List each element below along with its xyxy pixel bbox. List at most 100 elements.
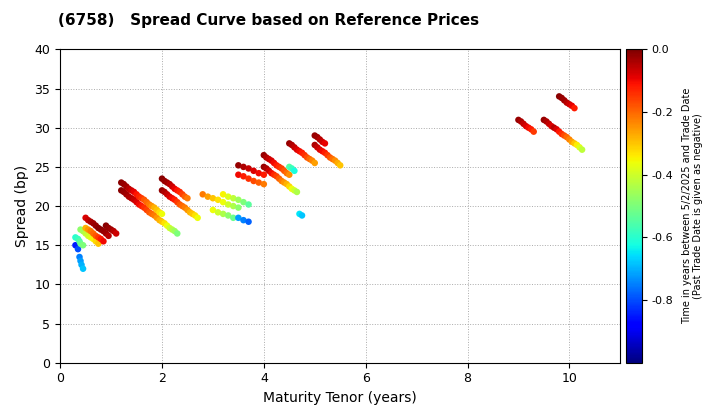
Point: [141, 207, 153, 213]
Point: [174, 201, 186, 208]
Point: [166, 226, 178, 233]
Point: [312, 134, 323, 141]
Point: [136, 195, 148, 202]
Point: [253, 179, 264, 186]
Point: [312, 144, 323, 151]
Point: [289, 187, 300, 194]
Point: [75, 226, 86, 233]
Point: [284, 183, 295, 190]
Point: [88, 236, 99, 242]
Point: [322, 152, 333, 158]
Point: [217, 199, 229, 205]
Point: [184, 209, 196, 216]
Point: [554, 93, 565, 100]
Point: [546, 123, 557, 129]
Point: [296, 212, 307, 219]
Point: [161, 179, 173, 186]
Point: [299, 152, 310, 158]
Point: [126, 195, 138, 202]
Point: [176, 191, 188, 198]
Point: [559, 97, 570, 104]
Point: [161, 191, 173, 198]
Point: [332, 160, 343, 166]
Point: [70, 242, 81, 249]
Point: [222, 201, 234, 208]
Point: [156, 175, 168, 182]
Point: [82, 217, 94, 223]
Point: [164, 225, 176, 231]
Point: [222, 193, 234, 200]
Point: [151, 215, 163, 221]
Point: [171, 230, 183, 237]
Point: [72, 246, 84, 252]
Point: [90, 222, 102, 229]
Point: [516, 118, 527, 125]
Point: [148, 212, 160, 219]
Point: [207, 207, 219, 213]
Point: [105, 226, 117, 233]
Point: [566, 102, 577, 109]
Point: [291, 146, 302, 153]
Point: [284, 140, 295, 147]
Point: [82, 226, 94, 233]
Point: [146, 210, 158, 217]
Point: [228, 203, 239, 210]
Point: [307, 157, 318, 164]
Point: [73, 238, 85, 245]
Point: [146, 203, 158, 210]
Point: [100, 230, 112, 237]
Text: (6758)   Spread Curve based on Reference Prices: (6758) Spread Curve based on Reference P…: [58, 13, 479, 28]
Point: [169, 197, 181, 203]
Point: [93, 234, 104, 241]
Point: [110, 230, 122, 237]
Point: [217, 210, 229, 217]
Point: [296, 150, 307, 156]
Point: [197, 191, 209, 198]
Point: [85, 218, 96, 225]
Point: [153, 217, 165, 223]
Point: [77, 265, 89, 272]
Point: [85, 234, 96, 241]
Point: [233, 215, 244, 221]
Point: [76, 261, 87, 268]
Point: [561, 134, 572, 141]
Point: [238, 163, 249, 170]
Point: [148, 204, 160, 211]
Point: [253, 170, 264, 176]
Point: [93, 240, 104, 247]
Point: [314, 146, 325, 153]
Point: [279, 168, 290, 174]
Point: [128, 189, 140, 195]
Point: [566, 139, 577, 145]
Point: [264, 168, 275, 174]
Point: [123, 193, 135, 200]
Point: [574, 144, 585, 151]
Point: [233, 171, 244, 178]
Point: [159, 178, 171, 184]
Point: [521, 123, 532, 129]
Point: [98, 238, 109, 245]
Point: [309, 160, 320, 166]
Point: [238, 217, 249, 223]
Point: [258, 163, 269, 170]
Point: [85, 228, 96, 234]
Point: [192, 215, 203, 221]
Point: [103, 232, 114, 239]
Point: [556, 94, 567, 101]
Point: [243, 175, 254, 182]
Point: [75, 240, 86, 247]
Point: [271, 173, 282, 180]
Point: [284, 163, 295, 170]
Point: [513, 116, 524, 123]
Point: [271, 162, 282, 169]
Point: [569, 105, 580, 111]
Point: [153, 209, 165, 216]
Point: [314, 136, 325, 143]
Point: [90, 238, 102, 245]
Point: [276, 165, 287, 172]
Point: [143, 201, 155, 208]
Y-axis label: Time in years between 5/2/2025 and Trade Date
(Past Trade Date is given as negat: Time in years between 5/2/2025 and Trade…: [682, 88, 703, 324]
Point: [564, 136, 575, 143]
Point: [169, 186, 181, 192]
Point: [100, 222, 112, 229]
